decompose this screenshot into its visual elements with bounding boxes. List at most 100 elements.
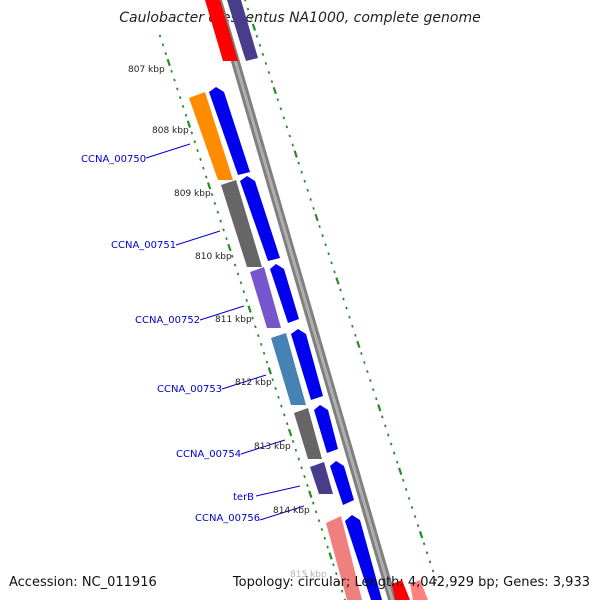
rail-tick: [309, 197, 312, 201]
rail-tick: [276, 98, 280, 102]
rail-tick: [288, 134, 292, 138]
kbp-label: 810 kbp: [195, 252, 232, 262]
cds-top: [227, 0, 258, 61]
rail-tick: [277, 395, 280, 399]
rail-tick: [244, 0, 247, 2]
kbp-label: 815 kbp: [290, 570, 327, 580]
cds-arrows: [209, 0, 428, 600]
rail-tick: [166, 58, 171, 67]
cds-8-red: [392, 580, 410, 600]
cds-3: [270, 264, 299, 323]
rail-tick: [233, 263, 237, 267]
rail-tick: [170, 69, 173, 73]
kbp-labels: 807 kbp 808 kbp 809 kbp 810 kbp 811 kbp …: [128, 65, 327, 580]
tick-rails: [158, 0, 438, 600]
rail-tick: [418, 531, 424, 539]
rail-tick: [422, 542, 426, 546]
gene-labels: CCNA_00750 CCNA_00751 CCNA_00752 CCNA_00…: [81, 154, 260, 524]
rail-tick: [340, 589, 344, 593]
rail-tick: [267, 367, 272, 375]
rail-tick: [306, 483, 309, 487]
rail-tick: [184, 113, 188, 117]
rail-tick: [363, 361, 366, 364]
rail-tick: [303, 179, 306, 183]
rail-tick: [308, 490, 313, 498]
rail-tick: [222, 228, 225, 232]
rail-tick: [246, 7, 250, 11]
rail-tick: [300, 170, 303, 174]
rail-tick: [257, 334, 260, 338]
rail-tick: [369, 379, 372, 383]
rail-tick: [413, 515, 417, 518]
rail-tick: [196, 149, 199, 153]
rail-tick: [297, 161, 300, 165]
rail-tick: [265, 360, 269, 364]
feature-orange: [189, 92, 233, 180]
rail-tick: [164, 52, 168, 56]
rail-tick: [264, 62, 268, 65]
rail-tick: [176, 87, 179, 91]
rail-tick: [342, 297, 345, 301]
rail-tick: [158, 34, 162, 38]
rail-tick: [389, 442, 393, 446]
rail-tick: [323, 536, 327, 540]
rail-tick: [293, 150, 298, 158]
rail-tick: [328, 552, 333, 560]
gene-label: CCNA_00751: [111, 240, 176, 251]
rail-tick: [366, 370, 369, 373]
gene-label: CCNA_00754: [176, 449, 241, 460]
kbp-label: 809 kbp: [174, 189, 211, 199]
rail-tick: [360, 352, 363, 355]
rail-tick: [404, 487, 408, 491]
rail-tick: [384, 424, 387, 428]
rail-tick: [279, 107, 283, 111]
gene-label: CCNA_00753: [157, 384, 222, 395]
kbp-label: 811 kbp: [215, 315, 252, 325]
rail-tick: [324, 243, 327, 247]
rail-tick: [193, 140, 196, 144]
rail-tick: [431, 569, 435, 573]
rail-tick: [314, 510, 318, 514]
rail-tick: [314, 213, 319, 222]
rail-tick: [343, 598, 346, 600]
rail-tick: [270, 80, 274, 83]
rail-tick: [434, 578, 438, 582]
cds-1: [209, 87, 250, 175]
gene-label: CCNA_00750: [81, 154, 146, 165]
rail-tick: [392, 451, 396, 455]
rail-tick: [251, 316, 254, 320]
rail-tick: [312, 207, 315, 210]
kbp-label: 812 kbp: [235, 378, 272, 388]
cds-8-pink: [410, 580, 428, 600]
rail-tick: [303, 475, 306, 479]
rail-tick: [225, 237, 228, 241]
rail-tick: [216, 210, 220, 214]
feature-purple: [250, 267, 281, 328]
rail-tick: [345, 306, 348, 310]
rail-tick: [330, 261, 333, 265]
rail-tick: [300, 466, 303, 470]
rail-tick: [210, 193, 214, 197]
feature-slabs: [189, 0, 362, 600]
kbp-label: 808 kbp: [152, 126, 189, 136]
rail-tick: [401, 478, 405, 482]
rail-tick: [327, 252, 330, 256]
rail-tick: [294, 448, 298, 452]
rail-tick: [239, 281, 243, 285]
rail-tick: [381, 415, 384, 419]
rail-tick: [318, 225, 321, 228]
rail-tick: [317, 519, 321, 523]
feature-steel: [271, 333, 306, 405]
rail-tick: [219, 219, 222, 223]
rail-tick: [254, 325, 257, 329]
kbp-label: 807 kbp: [128, 65, 165, 75]
rail-tick: [181, 105, 185, 108]
rail-tick: [261, 52, 265, 56]
rail-tick: [428, 560, 432, 564]
rail-tick: [242, 290, 246, 294]
rail-tick: [206, 182, 212, 190]
feature-red-top: [205, 0, 238, 61]
rail-tick: [297, 457, 300, 461]
cds-7: [345, 515, 382, 600]
